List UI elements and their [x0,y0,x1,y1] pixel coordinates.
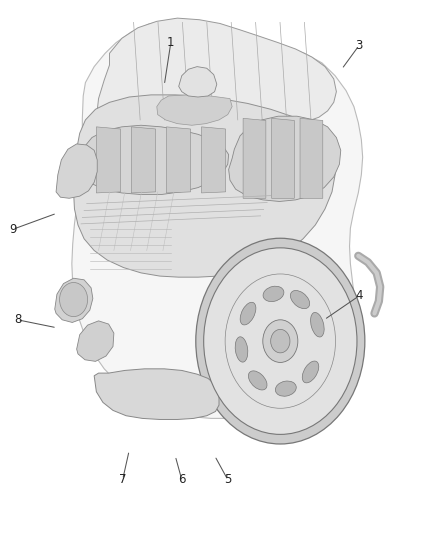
Polygon shape [131,127,155,193]
Polygon shape [77,321,114,361]
Polygon shape [201,127,226,193]
Polygon shape [78,125,229,195]
Polygon shape [72,20,363,418]
Text: 9: 9 [9,223,17,236]
Text: 1: 1 [167,36,175,49]
Polygon shape [272,118,294,198]
Circle shape [204,248,357,434]
Ellipse shape [240,302,256,325]
Ellipse shape [235,337,248,362]
Ellipse shape [263,286,284,302]
Polygon shape [179,67,217,97]
Text: 4: 4 [355,289,363,302]
Circle shape [196,238,365,444]
Polygon shape [96,127,120,193]
Ellipse shape [276,381,296,396]
Ellipse shape [248,371,267,390]
Ellipse shape [302,361,319,383]
Ellipse shape [311,312,324,337]
Polygon shape [56,144,97,198]
Ellipse shape [290,290,310,309]
Text: 3: 3 [356,39,363,52]
Polygon shape [157,95,232,125]
Polygon shape [243,118,266,198]
Circle shape [263,320,298,362]
Text: 6: 6 [178,473,186,486]
Text: 7: 7 [119,473,127,486]
Polygon shape [74,95,335,277]
Circle shape [60,282,88,317]
Polygon shape [300,118,323,198]
Circle shape [271,329,290,353]
Polygon shape [166,127,191,193]
Polygon shape [229,116,341,201]
Polygon shape [96,18,336,127]
Text: 5: 5 [224,473,231,486]
Polygon shape [94,369,219,419]
Text: 8: 8 [14,313,21,326]
Polygon shape [55,278,93,322]
